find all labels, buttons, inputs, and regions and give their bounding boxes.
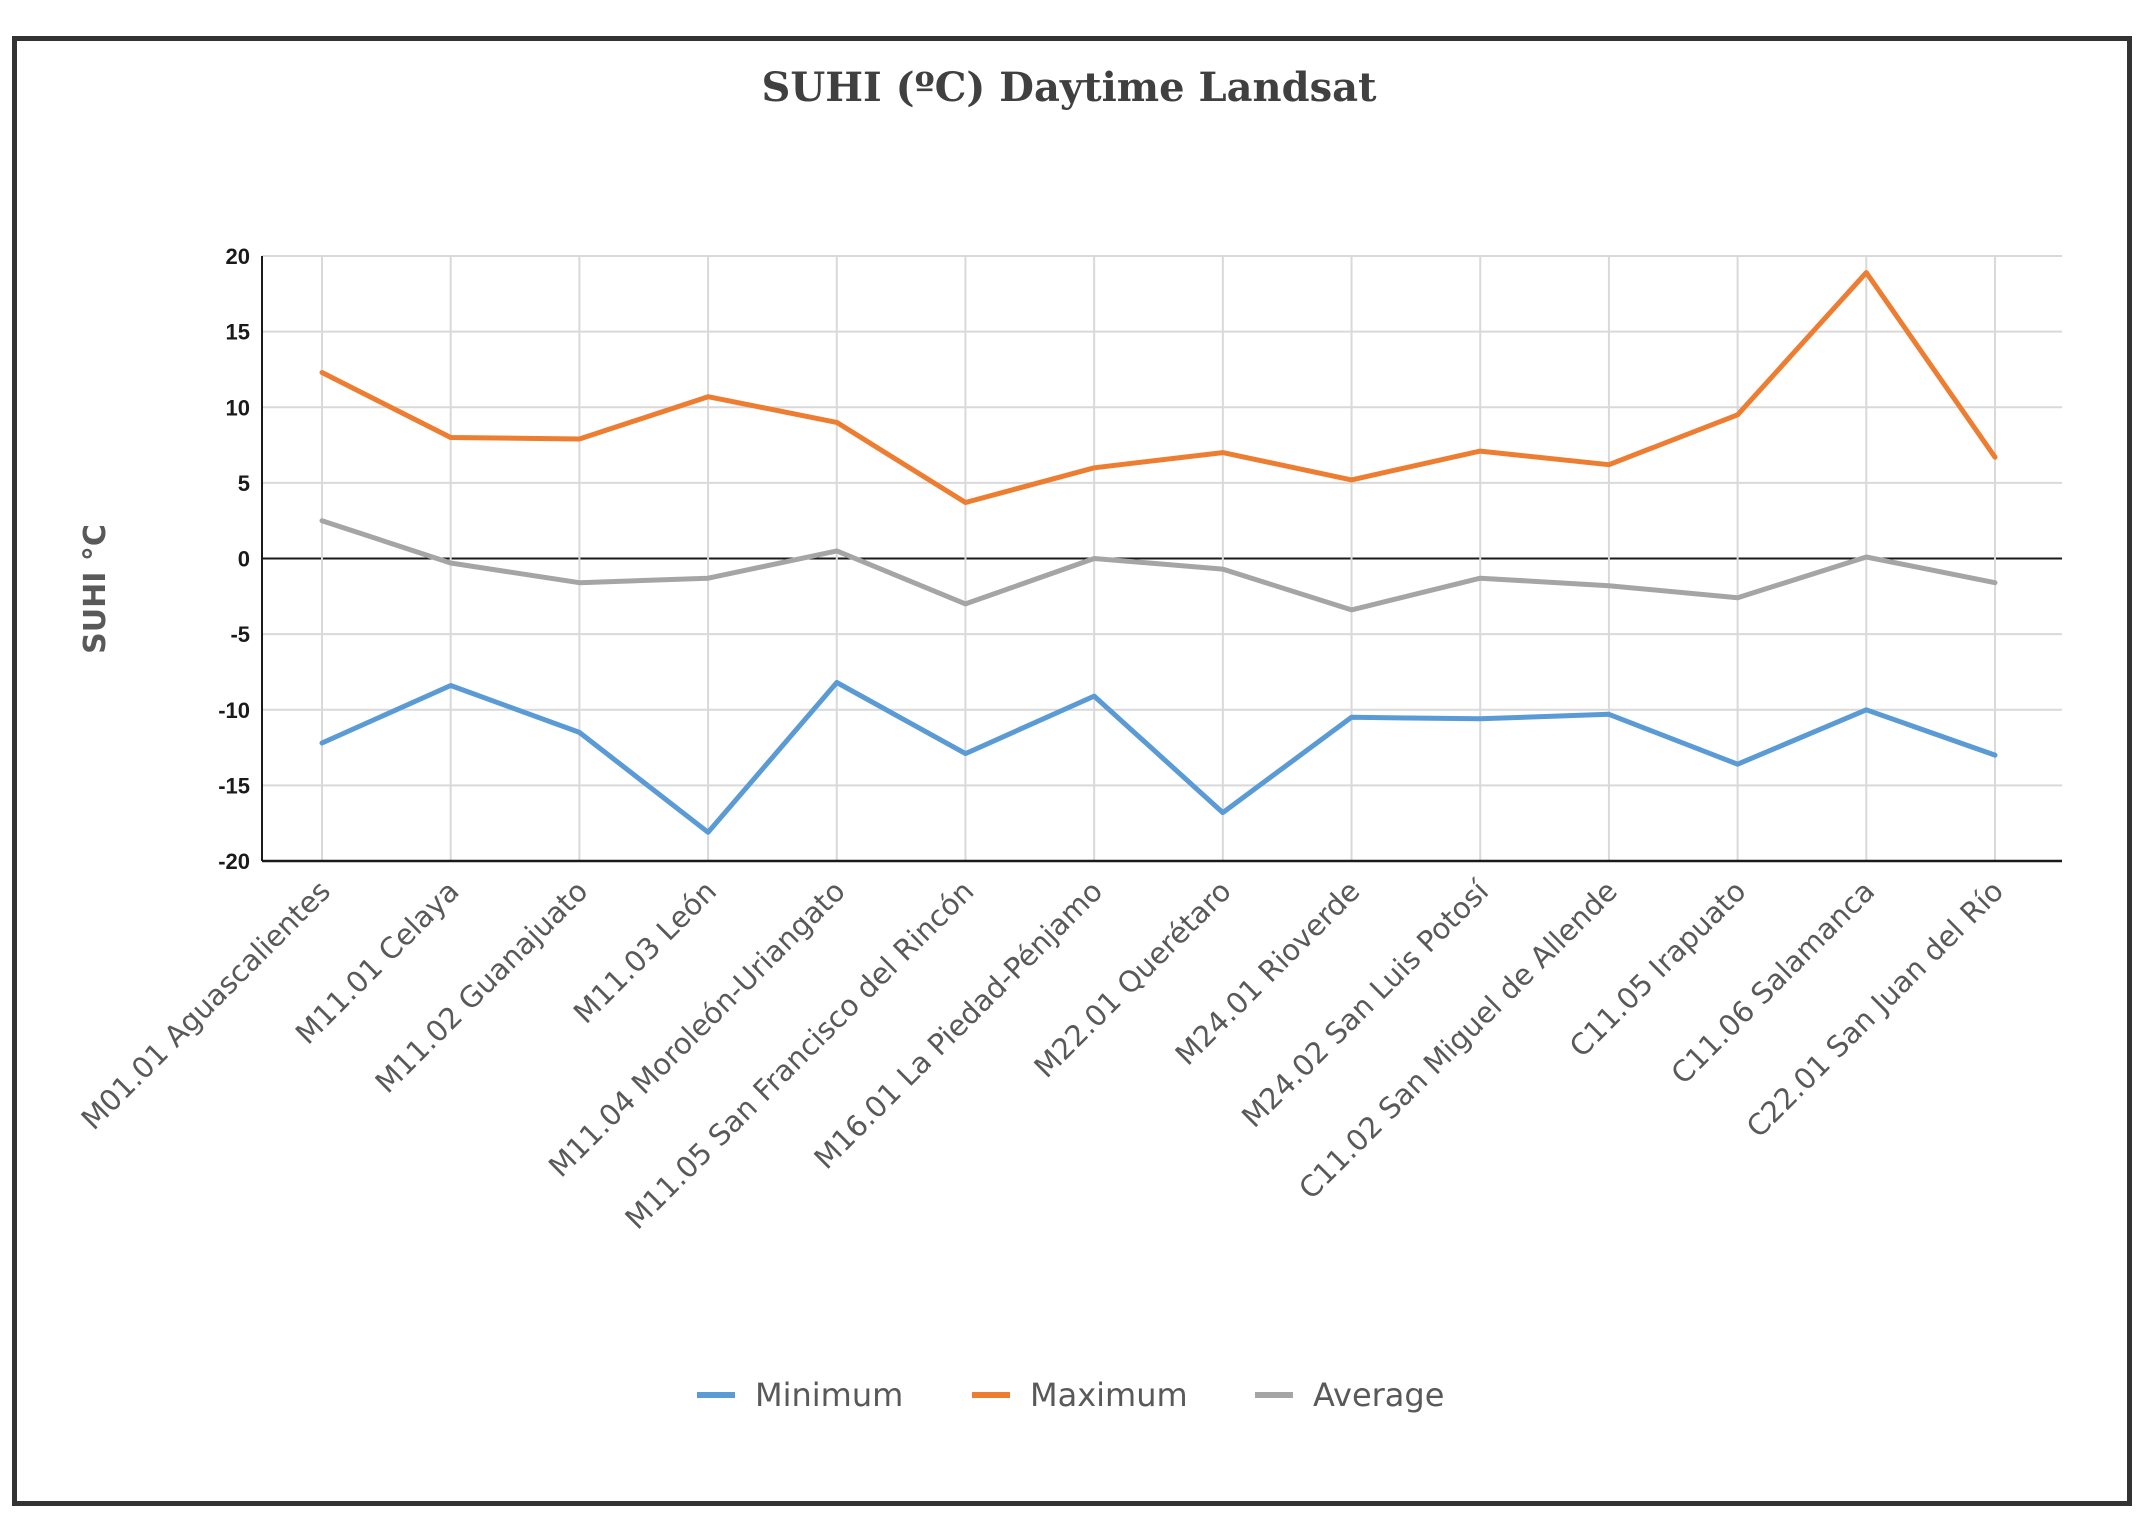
y-tick-label: 5 (238, 471, 250, 496)
x-category-label: M01.01 Aguascalientes (75, 874, 337, 1136)
legend-label-maximum: Maximum (1030, 1376, 1188, 1414)
x-axis (261, 256, 2062, 863)
x-category-label: C22.01 San Juan del Río (1740, 874, 2010, 1144)
y-axis-label: SUHI °C (78, 524, 113, 654)
legend-label-average: Average (1313, 1376, 1444, 1414)
y-tick-label: 20 (226, 244, 250, 269)
series-line-average (319, 518, 1998, 613)
series-line-minimum (319, 680, 1998, 835)
chart-title: SUHI (ºC) Daytime Landsat (761, 64, 1377, 111)
y-tick-label: 15 (226, 320, 250, 345)
x-category-label: M24.02 San Luis Potosí (1235, 873, 1496, 1134)
y-tick-label: -5 (230, 622, 250, 647)
legend-label-minimum: Minimum (755, 1376, 903, 1414)
y-tick-label: 0 (238, 547, 250, 572)
y-axis-ticks: 20 15 10 5 0 -5 -10 -15 -20 (218, 244, 250, 874)
gridlines (262, 255, 2062, 862)
y-tick-label: -10 (218, 698, 250, 723)
chart-frame: SUHI (ºC) Daytime Landsat 20 15 10 5 0 -5 -10 -… (12, 36, 2132, 1506)
y-tick-label: -20 (218, 849, 250, 874)
x-category-label: M11.02 Guanajuato (369, 874, 595, 1100)
series-line-maximum (319, 270, 1998, 505)
y-tick-label: 10 (226, 395, 250, 420)
legend: Minimum Maximum Average (697, 1376, 1444, 1414)
line-chart: SUHI (ºC) Daytime Landsat 20 15 10 5 0 -5 -10 -… (75, 64, 2062, 1414)
y-tick-label: -15 (218, 773, 250, 798)
series-lines (319, 270, 1998, 835)
